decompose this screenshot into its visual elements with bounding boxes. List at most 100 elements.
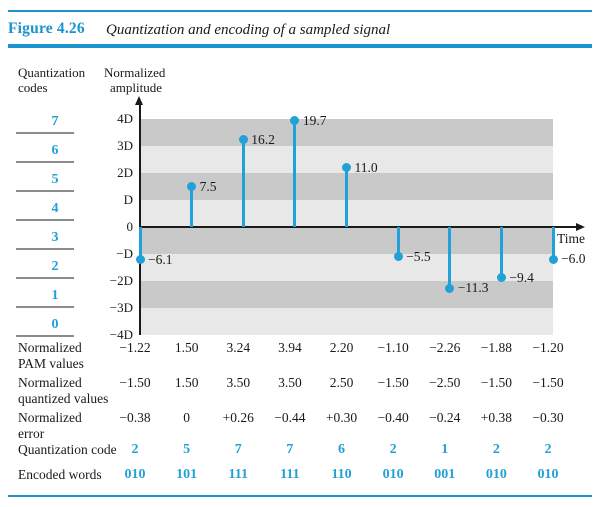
time-axis-label: Time xyxy=(557,231,586,246)
table-cell: −0.24 xyxy=(429,410,461,425)
y-tick-label: −2D xyxy=(109,273,133,288)
table-cell: −0.44 xyxy=(274,410,306,425)
table-cell: 001 xyxy=(434,467,456,482)
title-underline-rule xyxy=(8,44,592,48)
table-cell: −2.50 xyxy=(429,375,461,390)
table-cell: 1 xyxy=(441,442,449,457)
table-cell: 7 xyxy=(234,442,242,457)
table-cell: −1.50 xyxy=(119,375,151,390)
table-cell: 111 xyxy=(228,467,248,482)
sample-dot xyxy=(238,135,248,145)
sample-dot xyxy=(135,255,145,265)
table-cell: 0 xyxy=(183,410,190,425)
table-cell: −2.26 xyxy=(429,340,461,355)
sample-dot xyxy=(290,116,300,126)
table-cell: 6 xyxy=(338,442,345,457)
table-cell: 2 xyxy=(389,442,397,457)
normalized-amplitude-header-line1: Normalized xyxy=(104,65,166,80)
y-tick-label: 0 xyxy=(126,219,134,234)
sample-stem xyxy=(138,227,142,260)
sample-stem xyxy=(345,167,348,227)
sample-dot xyxy=(548,254,558,264)
y-tick-label: −D xyxy=(116,246,133,261)
quantization-codes-header: Quantization codes xyxy=(18,65,85,95)
table-cell: −1.10 xyxy=(377,340,409,355)
table-row-label: Normalized xyxy=(18,375,82,390)
quantization-code-digit: 4 xyxy=(51,201,59,216)
quantization-code-line xyxy=(16,219,74,221)
quantization-code-line xyxy=(16,335,74,337)
y-tick-label: −4D xyxy=(109,327,133,342)
sample-dot xyxy=(187,182,197,191)
table-cell: 101 xyxy=(176,467,198,482)
sample-stem xyxy=(190,186,194,227)
sample-value-label: −6.1 xyxy=(148,251,173,267)
table-cell: 2 xyxy=(492,442,500,457)
table-cell: 010 xyxy=(382,467,404,482)
sample-value-label: −11.3 xyxy=(457,280,489,296)
table-cell: 010 xyxy=(485,467,507,482)
y-axis-arrow-icon xyxy=(135,96,144,105)
sample-stem xyxy=(396,227,400,257)
table-cell: 010 xyxy=(124,467,146,482)
table-cell: −0.40 xyxy=(377,410,409,425)
figure-number-label: Figure 4.26 xyxy=(8,20,85,37)
quantization-code-line xyxy=(16,161,74,163)
table-row-label: Normalized xyxy=(18,410,82,425)
quantization-code-line xyxy=(16,248,74,250)
table-cell: 7 xyxy=(286,442,294,457)
quantization-code-digit: 3 xyxy=(51,230,59,245)
table-cell: 3.50 xyxy=(226,375,251,390)
table-cell: −1.88 xyxy=(480,340,512,355)
table-cell: −0.38 xyxy=(119,410,151,425)
sample-value-label: 7.5 xyxy=(199,178,217,194)
table-cell: 2.50 xyxy=(329,375,354,390)
y-tick-label: 2D xyxy=(117,165,133,180)
quantization-code-digit: 6 xyxy=(51,143,59,158)
quantization-band-dark xyxy=(140,227,553,254)
y-tick-label: 3D xyxy=(117,138,133,153)
sample-value-label: 16.2 xyxy=(251,131,275,147)
table-cell: −1.50 xyxy=(377,375,409,390)
table-row-label: quantized values xyxy=(18,391,109,406)
y-tick-label: D xyxy=(123,192,133,207)
table-cell: −1.20 xyxy=(532,340,564,355)
sample-dot xyxy=(393,252,403,262)
top-rule xyxy=(8,10,592,12)
x-axis-arrow-icon xyxy=(576,222,585,231)
quantization-code-digit: 5 xyxy=(51,172,59,187)
quantization-band-dark xyxy=(140,119,553,146)
table-cell: 3.50 xyxy=(278,375,302,390)
table-cell: 111 xyxy=(280,467,300,482)
table-cell: +0.38 xyxy=(480,410,512,425)
quantization-code-line xyxy=(16,132,74,134)
y-axis-line xyxy=(139,103,141,335)
table-cell: 3.24 xyxy=(226,340,251,355)
table-cell: 010 xyxy=(537,467,559,482)
sample-stem xyxy=(551,227,555,260)
sample-value-label: 11.0 xyxy=(354,159,378,175)
table-row-label: Normalized xyxy=(18,340,82,355)
sample-stem xyxy=(293,120,297,227)
x-axis-line xyxy=(140,226,577,228)
table-cell: +0.30 xyxy=(325,410,358,425)
table-row-label: PAM values xyxy=(18,356,84,371)
sample-stem xyxy=(448,227,452,289)
quantization-code-digit: 0 xyxy=(51,317,59,332)
quantization-codes-header-line1: Quantization xyxy=(18,65,86,80)
sample-dot xyxy=(342,163,351,173)
table-cell: 110 xyxy=(331,467,352,482)
bottom-rule xyxy=(8,495,592,497)
quantization-code-digit: 1 xyxy=(51,288,59,303)
table-cell: 2 xyxy=(544,442,552,457)
sample-stem xyxy=(241,139,245,227)
y-tick-label: 4D xyxy=(117,111,133,126)
table-cell: 2 xyxy=(131,442,139,457)
sample-value-label: 19.7 xyxy=(302,112,327,128)
quantization-band-light xyxy=(140,254,553,281)
table-cell: 2.20 xyxy=(329,340,354,355)
